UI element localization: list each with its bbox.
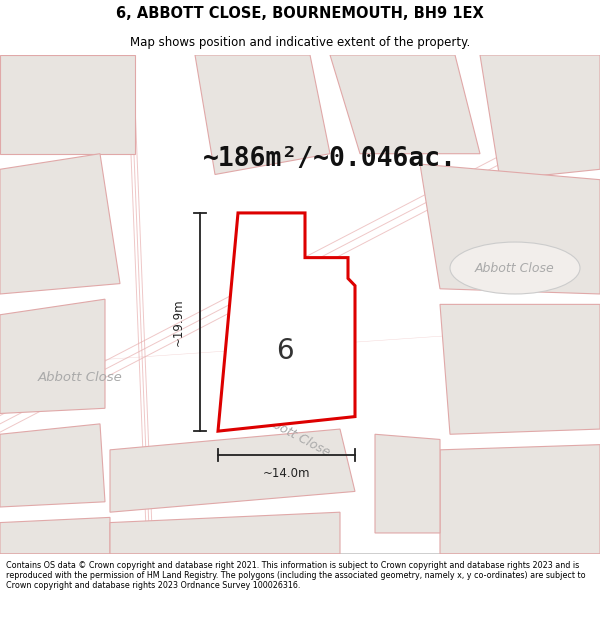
- Text: Abbott Close: Abbott Close: [38, 371, 122, 384]
- Polygon shape: [0, 299, 105, 414]
- Polygon shape: [440, 444, 600, 554]
- Ellipse shape: [450, 242, 580, 294]
- Polygon shape: [375, 434, 440, 533]
- Text: Abbott Close: Abbott Close: [475, 261, 555, 274]
- Polygon shape: [0, 154, 120, 294]
- Text: Abbott Close: Abbott Close: [257, 410, 333, 459]
- Polygon shape: [0, 55, 135, 154]
- Polygon shape: [110, 512, 340, 554]
- Text: Map shows position and indicative extent of the property.: Map shows position and indicative extent…: [130, 36, 470, 49]
- Text: ~19.9m: ~19.9m: [172, 298, 185, 346]
- Polygon shape: [330, 55, 480, 154]
- Polygon shape: [440, 304, 600, 434]
- Text: 6: 6: [276, 337, 294, 365]
- Polygon shape: [420, 164, 600, 294]
- Polygon shape: [0, 518, 110, 554]
- Polygon shape: [0, 424, 105, 507]
- Text: ~186m²/~0.046ac.: ~186m²/~0.046ac.: [203, 146, 457, 172]
- Text: Contains OS data © Crown copyright and database right 2021. This information is : Contains OS data © Crown copyright and d…: [6, 561, 586, 591]
- Polygon shape: [480, 55, 600, 180]
- Polygon shape: [110, 429, 355, 512]
- Polygon shape: [218, 213, 355, 431]
- Text: 6, ABBOTT CLOSE, BOURNEMOUTH, BH9 1EX: 6, ABBOTT CLOSE, BOURNEMOUTH, BH9 1EX: [116, 6, 484, 21]
- Text: ~14.0m: ~14.0m: [263, 468, 310, 480]
- Polygon shape: [195, 55, 330, 174]
